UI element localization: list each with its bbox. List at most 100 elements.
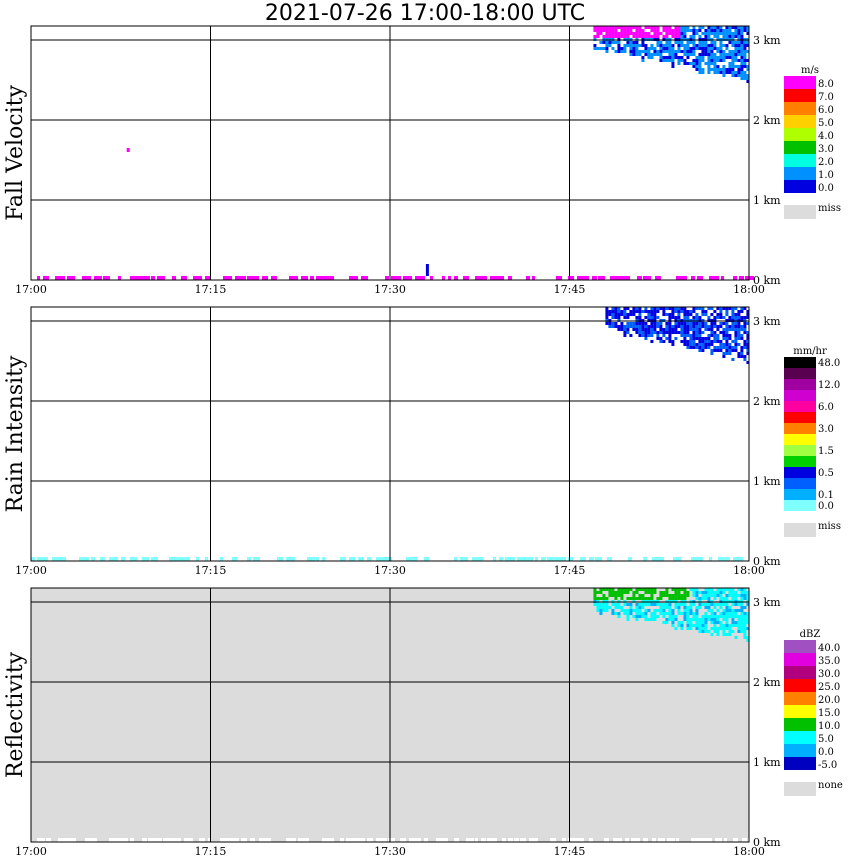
echo-cell [683, 618, 687, 621]
echo-cell [704, 621, 708, 624]
echo-cell [611, 325, 615, 328]
echo-cell [665, 612, 669, 615]
echo-region [425, 264, 429, 276]
echo-cell [722, 334, 726, 337]
echo-cell [641, 588, 645, 591]
echo-cell [650, 53, 654, 56]
echo-cell [568, 557, 573, 561]
echo-cell [620, 310, 624, 313]
echo-cell [656, 337, 660, 340]
echo-cell [629, 47, 633, 50]
colorbar-label: 12.0 [818, 380, 840, 391]
echo-cell [172, 276, 176, 280]
echo-cell [671, 328, 675, 331]
echo-cell [674, 322, 678, 325]
colorbar-label: 40.0 [818, 643, 840, 654]
echo-cell [391, 276, 396, 280]
echo-cell [292, 838, 296, 842]
echo-cell [740, 26, 744, 29]
echo-cell [698, 591, 702, 594]
echo-cell [731, 615, 735, 618]
echo-cell [671, 56, 675, 59]
echo-cell [743, 606, 747, 609]
echo-cell [677, 56, 681, 59]
echo-cell [469, 838, 474, 842]
colorbar-swatch [784, 128, 816, 141]
echo-cell [707, 29, 711, 32]
echo-cell [710, 334, 714, 337]
echo-cell [454, 557, 457, 561]
x-tick-label: 18:00 [733, 283, 765, 296]
echo-cell [695, 331, 699, 334]
echo-cell [623, 310, 627, 313]
echo-cell [683, 340, 687, 343]
echo-cell [301, 276, 304, 280]
colorbar-label: 25.0 [818, 682, 840, 693]
echo-cell [734, 56, 738, 59]
echo-cell [722, 618, 726, 621]
echo-cell [611, 612, 615, 615]
echo-cell [731, 340, 735, 343]
echo-cell [746, 331, 750, 334]
echo-cell [706, 838, 712, 842]
echo-cell [701, 618, 705, 621]
echo-cell [286, 557, 289, 561]
echo-cell [665, 313, 669, 316]
echo-cell [644, 328, 648, 331]
echo-cell [722, 615, 726, 618]
echo-cell [596, 606, 600, 609]
echo-cell [605, 50, 609, 53]
echo-cell [662, 310, 666, 313]
echo-cell [737, 609, 741, 612]
echo-cell [733, 557, 736, 561]
echo-cell [616, 276, 619, 280]
echo-cell [647, 32, 651, 35]
echo-cell [692, 588, 696, 591]
echo-cell [130, 276, 136, 280]
plot-frame [30, 306, 750, 562]
echo-cell [617, 35, 621, 38]
echo-cell [746, 346, 750, 349]
echo-cell [740, 618, 744, 621]
echo-cell [707, 591, 711, 594]
echo-cell [499, 276, 504, 280]
echo-cell [731, 358, 735, 361]
echo-cell [704, 328, 708, 331]
echo-cell [623, 44, 627, 47]
echo-cell [695, 334, 699, 337]
echo-cell [737, 35, 741, 38]
echo-cell [400, 838, 406, 842]
echo-cell [722, 591, 726, 594]
echo-cell [701, 627, 705, 630]
echo-cell [668, 307, 672, 310]
echo-cell [632, 50, 636, 53]
echo-cell [695, 59, 699, 62]
echo-cell [725, 328, 729, 331]
echo-cell [728, 53, 732, 56]
echo-cell [550, 557, 555, 561]
echo-cell [647, 310, 651, 313]
echo-cell [713, 53, 717, 56]
echo-cell [614, 32, 618, 35]
echo-cell [43, 276, 49, 280]
echo-cell [722, 597, 726, 600]
echo-cell [701, 331, 705, 334]
echo-cell [608, 588, 612, 591]
colorbar-label: 4.0 [818, 131, 834, 142]
echo-cell [638, 316, 642, 319]
colorbar-label: 7.0 [818, 92, 834, 103]
echo-cell [716, 32, 720, 35]
echo-cell [731, 44, 735, 47]
echo-cell [722, 633, 726, 636]
echo-cell [626, 597, 630, 600]
echo-cell [608, 325, 612, 328]
echo-cell [623, 609, 627, 612]
colorbar-swatch [784, 180, 816, 193]
plot-frame [30, 25, 750, 281]
echo-cell [704, 32, 708, 35]
echo-cell [689, 310, 693, 313]
echo-cell [725, 588, 729, 591]
echo-cell [226, 276, 229, 280]
echo-cell [731, 346, 735, 349]
echo-cell [731, 603, 735, 606]
